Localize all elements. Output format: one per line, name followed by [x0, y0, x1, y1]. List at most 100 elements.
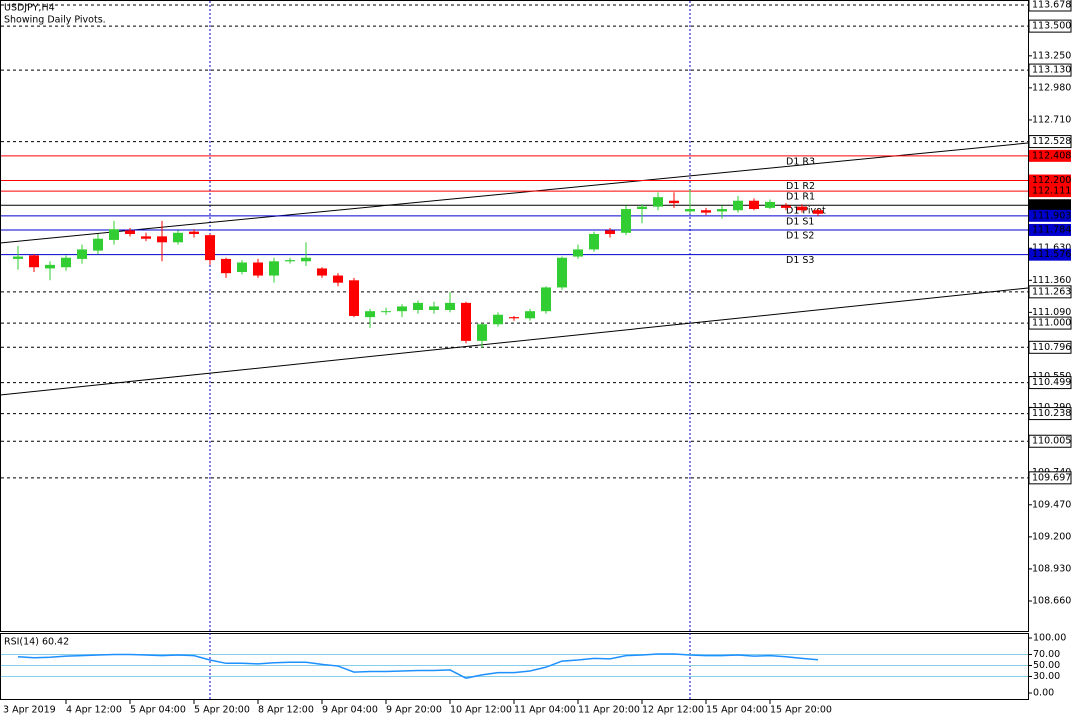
level-label: 112.200 — [1032, 175, 1071, 186]
trendline — [0, 142, 1029, 244]
candle-body — [173, 232, 183, 243]
candle-body — [221, 258, 231, 274]
y-tick-label: 109.200 — [1032, 531, 1071, 542]
trendline — [0, 287, 1029, 396]
y-tick-label: 112.980 — [1032, 82, 1071, 93]
level-label: 110.499 — [1032, 377, 1071, 388]
y-tick-label: 70.00 — [1033, 649, 1060, 660]
y-tick-label: 30.00 — [1033, 671, 1060, 682]
x-tick-label: 15 Apr 20:00 — [770, 705, 832, 716]
candle-body — [477, 324, 487, 341]
candle-body — [285, 260, 295, 262]
y-tick-label: 111.090 — [1032, 307, 1071, 318]
x-tick-label: 9 Apr 04:00 — [322, 705, 378, 716]
candle-body — [29, 255, 39, 268]
chart-subtitle: Showing Daily Pivots. — [4, 15, 106, 26]
candle-body — [557, 257, 567, 288]
level-label: 113.130 — [1032, 65, 1071, 76]
candle-body — [157, 236, 167, 243]
candle-body — [717, 209, 727, 212]
rsi-frame — [0, 633, 1029, 700]
candle-body — [125, 230, 135, 234]
y-tick-label: 108.930 — [1032, 563, 1071, 574]
level-box — [1028, 19, 1072, 33]
pivot-label: D1 R2 — [786, 181, 815, 192]
candle-body — [45, 264, 55, 269]
x-tick-label: 4 Apr 12:00 — [66, 705, 122, 716]
level-label: 110.238 — [1032, 408, 1071, 419]
level-box — [1028, 471, 1072, 485]
candle-body — [205, 235, 215, 261]
candle-body — [301, 257, 311, 262]
candle-body — [701, 210, 711, 213]
candle-body — [61, 257, 71, 268]
candle-body — [413, 302, 423, 311]
candle-body — [93, 238, 103, 251]
level-label: 112.111 — [1032, 186, 1071, 197]
candle-body — [621, 209, 631, 233]
pivot-label: D1 R3 — [786, 156, 815, 167]
candle-body — [365, 311, 375, 318]
candle-body — [765, 201, 775, 208]
candle-body — [141, 236, 151, 239]
candle-body — [397, 306, 407, 312]
level-box — [1028, 340, 1072, 354]
candle-body — [349, 280, 359, 316]
x-tick-label: 12 Apr 12:00 — [642, 705, 704, 716]
chart-title: USDJPY,H4 — [4, 3, 55, 14]
y-tick-label: 111.630 — [1032, 243, 1071, 254]
level-label: 111.784 — [1032, 224, 1071, 235]
level-box — [1028, 135, 1072, 149]
level-box — [1029, 185, 1071, 198]
candle-body — [333, 275, 343, 283]
candle-body — [509, 317, 519, 319]
pivot-label: D1 Pivot — [786, 206, 826, 217]
candle-body — [541, 287, 551, 312]
candle-body — [637, 206, 647, 210]
candle-body — [797, 206, 807, 211]
level-label: 111.992 — [1032, 200, 1071, 211]
candle-body — [813, 210, 823, 214]
pivot-label: D1 S3 — [786, 255, 814, 266]
x-tick-label: 11 Apr 20:00 — [578, 705, 640, 716]
y-tick-label: 100.00 — [1033, 633, 1066, 644]
candle-body — [189, 231, 199, 234]
y-tick-label: 108.660 — [1032, 595, 1071, 606]
x-tick-label: 10 Apr 12:00 — [450, 705, 512, 716]
level-box — [1029, 223, 1071, 236]
level-box — [1028, 376, 1072, 390]
candle-body — [589, 233, 599, 250]
rsi-title: RSI(14) 60.42 — [4, 637, 69, 648]
level-box — [1028, 285, 1072, 299]
y-tick-label: 50.00 — [1033, 660, 1060, 671]
candle-body — [685, 209, 695, 212]
level-box — [1029, 174, 1071, 187]
x-tick-label: 8 Apr 12:00 — [258, 705, 314, 716]
pivot-label: D1 S2 — [786, 230, 814, 241]
candle-body — [77, 249, 87, 259]
level-box — [1029, 149, 1071, 162]
level-box — [1028, 63, 1072, 77]
level-box — [1028, 0, 1072, 12]
candle-body — [253, 262, 263, 276]
level-box — [1029, 199, 1071, 212]
candle-body — [429, 306, 439, 311]
level-box — [1029, 209, 1071, 222]
candle-body — [653, 197, 663, 207]
candle-body — [445, 302, 455, 311]
pivot-label: D1 S1 — [786, 216, 814, 227]
y-tick-label: 0.00 — [1033, 688, 1054, 699]
level-box — [1029, 248, 1071, 261]
level-box — [1028, 316, 1072, 330]
y-tick-label: 113.250 — [1032, 50, 1071, 61]
level-label: 111.903 — [1032, 210, 1071, 221]
y-tick-label: 112.710 — [1032, 114, 1071, 125]
level-box — [1028, 407, 1072, 421]
x-tick-label: 11 Apr 04:00 — [514, 705, 576, 716]
level-label: 111.000 — [1032, 318, 1071, 329]
pivot-label: D1 R1 — [786, 192, 815, 203]
y-tick-label: 111.360 — [1032, 275, 1071, 286]
candle-body — [573, 249, 583, 257]
